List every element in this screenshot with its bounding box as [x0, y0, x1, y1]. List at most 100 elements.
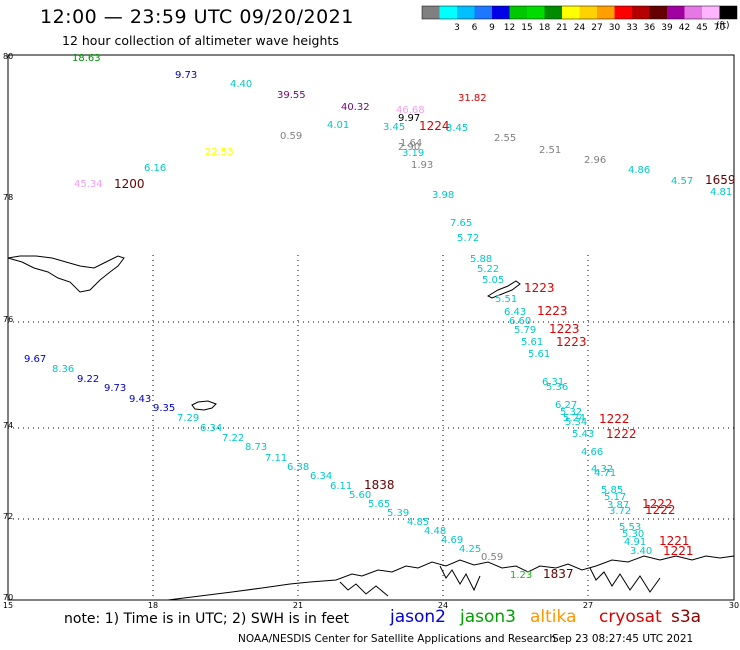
color-scale-tick-label: 36 [644, 23, 656, 33]
color-scale-swatch [509, 6, 527, 19]
wave-height-label: 6.34 [200, 423, 222, 434]
wave-height-label: 5.34 [565, 417, 587, 428]
pass-time-label: 1222 [642, 497, 673, 511]
wave-height-label: 22.53 [205, 147, 234, 158]
pass-time-labels: 1200122416591223122312231223122212221838… [114, 119, 736, 581]
color-scale-tick-label: 27 [591, 23, 602, 33]
wave-height-label: 2.90 [398, 142, 420, 153]
latitude-label: 80 [3, 52, 13, 61]
wave-height-label: 1.23 [510, 570, 532, 581]
color-scale-tick-label: 30 [609, 23, 621, 33]
color-scale-tick-label: 15 [521, 23, 532, 33]
wave-height-label: 5.30 [622, 529, 644, 540]
wave-height-label: 5.39 [387, 508, 409, 519]
latitude-labels: 80 78 76 74 72 70 [3, 52, 13, 602]
footer-note: note: 1) Time is in UTC; 2) SWH is in fe… [64, 611, 350, 627]
wave-height-label: 8.73 [245, 442, 267, 453]
color-scale-tick-label: 39 [661, 23, 673, 33]
color-scale-swatch [649, 6, 667, 19]
wave-height-label: 5.05 [482, 275, 504, 286]
footer-timestamp: Sep 23 08:27:45 UTC 2021 [552, 633, 694, 645]
pass-time-label: 1223 [524, 281, 555, 295]
wave-height-label: 9.43 [129, 394, 151, 405]
pass-time-label: 1222 [645, 503, 676, 517]
color-scale-swatch [439, 6, 457, 19]
pass-time-label: 1223 [549, 322, 580, 336]
wave-height-label: 3.98 [432, 190, 454, 201]
wave-height-label: 9.67 [24, 354, 46, 365]
pass-time-label: 1222 [599, 412, 630, 426]
wave-height-label: 6.60 [509, 316, 531, 327]
color-scale-swatch [632, 6, 650, 19]
wave-height-label: 3.72 [609, 506, 631, 517]
wave-height-label: 0.59 [481, 552, 503, 563]
legend-cryosat: cryosat [599, 607, 662, 627]
wave-height-label: 39.55 [277, 90, 306, 101]
wave-height-label: 5.36 [546, 382, 568, 393]
color-scale-tick-label: 3 [454, 23, 460, 33]
wave-height-label: 7.65 [450, 218, 472, 229]
wave-height-label: 6.16 [144, 163, 166, 174]
wave-height-label: 9.97 [398, 113, 420, 124]
wave-height-label: 5.22 [477, 264, 499, 275]
wave-height-label: 7.11 [265, 453, 287, 464]
color-scale-legend: 3 6 9 12 15 18 21 24 27 30 33 36 39 42 45 70 [421, 5, 738, 33]
page-subtitle: 12 hour collection of altimeter wave hei… [62, 33, 339, 48]
wave-height-label: 1.64 [400, 138, 422, 149]
wave-height-label: 3.45 [383, 122, 405, 133]
pass-time-label: 1222 [606, 427, 637, 441]
legend-jason3: jason3 [460, 607, 516, 627]
color-scale-swatch [719, 6, 737, 19]
color-scale-tick-label: 6 [472, 23, 478, 33]
color-scale-swatch [544, 6, 562, 19]
color-scale-unit: (ft) [716, 21, 730, 31]
color-scale-tick-label: 42 [679, 23, 690, 33]
longitude-labels: 15 18 21 24 27 30 [3, 601, 739, 610]
footer-credit: NOAA/NESDIS Center for Satellite Applica… [238, 633, 556, 645]
color-scale-tick-label: 70 [714, 23, 726, 33]
color-scale-swatch [579, 6, 597, 19]
wave-height-label: 4.91 [624, 537, 646, 548]
color-scale-border [421, 5, 738, 20]
color-scale-swatch [597, 6, 615, 19]
wave-height-label: 7.29 [177, 413, 199, 424]
latitude-label: 70 [3, 593, 13, 602]
wave-height-label: 5.88 [470, 254, 492, 265]
wave-height-label: 4.86 [628, 165, 650, 176]
wave-height-label: 8.36 [52, 364, 74, 375]
wave-height-label: 5.24 [563, 413, 585, 424]
wave-height-label: 9.35 [153, 403, 175, 414]
wave-height-label: 40.32 [341, 102, 370, 113]
wave-height-label: 3.19 [402, 148, 424, 159]
wave-height-label: 3.45 [446, 123, 468, 134]
color-scale-swatch [562, 6, 580, 19]
wave-height-labels: 18.63 9.73 4.40 39.55 40.32 46.68 31.82 9.97 4.0… [24, 53, 732, 581]
wave-height-label: 6.34 [310, 471, 332, 482]
color-scale-tick-label: 21 [556, 23, 567, 33]
wave-height-label: 9.73 [175, 70, 197, 81]
wave-height-label: 4.32 [591, 464, 613, 475]
wave-height-label: 5.79 [514, 325, 536, 336]
longitude-label: 24 [438, 601, 448, 610]
latitude-label: 74 [3, 421, 13, 430]
wave-height-label: 4.81 [710, 187, 732, 198]
legend-jason2: jason2 [390, 607, 446, 627]
wave-height-label: 31.82 [458, 93, 487, 104]
color-scale-swatch [702, 6, 720, 19]
wave-height-label: 1.93 [411, 160, 433, 171]
wave-height-label: 2.51 [539, 145, 561, 156]
wave-height-label: 9.22 [77, 374, 99, 385]
wave-height-label: 7.22 [222, 433, 244, 444]
wave-height-label: 6.43 [504, 307, 526, 318]
latitude-label: 72 [3, 512, 13, 521]
wave-height-label: 6.11 [330, 481, 352, 492]
pass-time-label: 1837 [543, 567, 574, 581]
wave-height-label: 9.73 [104, 383, 126, 394]
kong-karls-land-coastline [486, 280, 521, 299]
color-scale-swatch [527, 6, 545, 19]
pass-time-label: 1221 [659, 534, 690, 548]
wave-height-label: 4.48 [424, 526, 446, 537]
longitude-label: 27 [583, 601, 593, 610]
wave-height-label: 5.65 [368, 499, 390, 510]
